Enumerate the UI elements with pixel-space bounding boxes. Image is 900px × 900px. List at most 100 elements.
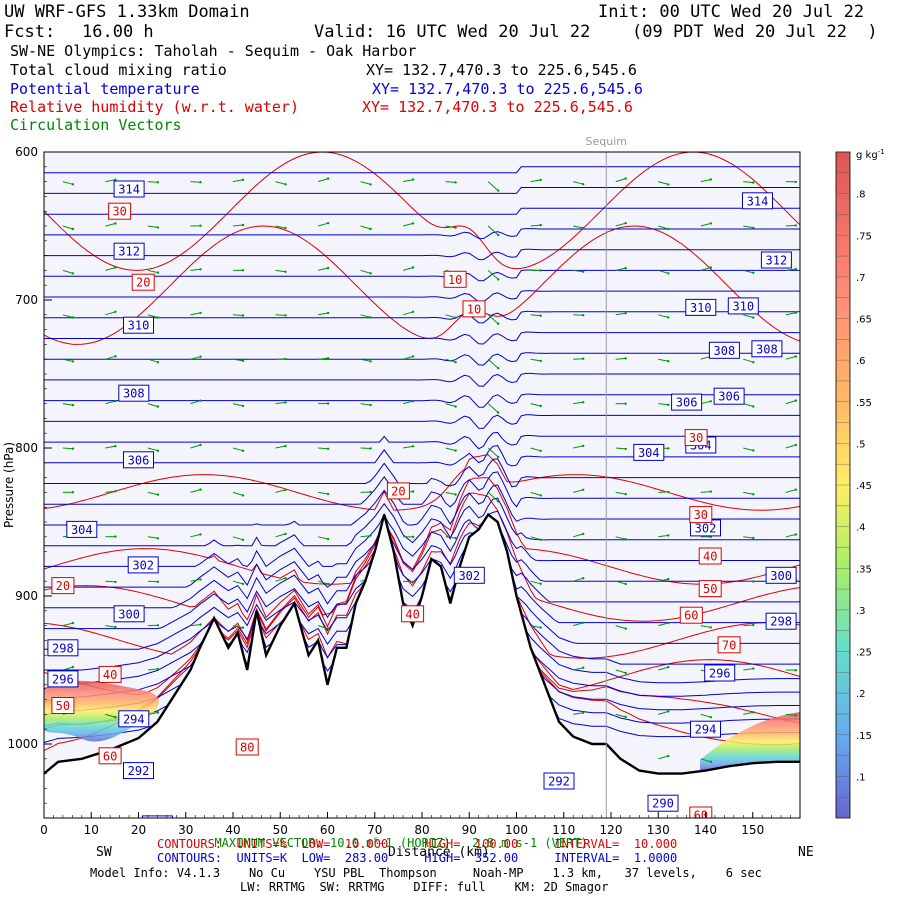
theta-label: 298 [770,615,792,629]
vector-head [241,314,245,317]
vector-head [709,178,712,181]
theta-label: 292 [128,764,150,778]
circulation-vector [105,713,116,718]
vector-head [326,537,330,541]
vector-head [539,359,542,363]
circulation-vector [615,357,626,360]
colorbar-tick-label: .8 [856,190,866,201]
vector-head [156,181,160,184]
x-tick-label: 40 [225,823,240,837]
vector-head [411,535,415,538]
vector-head [71,665,75,669]
circulation-vector [275,401,286,405]
vector-head [199,399,202,402]
vector-head [114,310,117,313]
circulation-vector [615,178,626,183]
theta-label: 314 [747,194,769,208]
circulation-vector [700,491,711,493]
circulation-vector [360,358,371,362]
x-tick-label: 10 [84,823,99,837]
vector-head [709,490,712,493]
rh-label-box [98,665,122,683]
vector-head [114,580,117,584]
cross-section-title: SW-NE Olympics: Taholah - Sequim - Oak H… [10,42,417,60]
circulation-vector [402,222,414,227]
vector-head [539,178,542,182]
vector-head [667,360,670,363]
vector-head [156,226,160,229]
vector-head [284,444,287,448]
theta-label-box [742,192,773,210]
circulation-vector [445,491,456,495]
circulation-vector [658,710,669,715]
theta-label-box [751,340,783,358]
circulation-vector [615,580,626,585]
vector-head [624,447,627,451]
theta-label-box [690,720,721,738]
circulation-vector [232,447,244,452]
vector-head [667,754,670,758]
circulation-vector [360,447,371,449]
circulation-vector [147,447,159,452]
theta-label: 306 [718,390,740,404]
vector-head [752,361,755,364]
vector-head [369,534,372,537]
local-time: (09 PDT Wed 20 Jul 22 ) [632,22,878,42]
theta-contour [44,331,800,345]
theta-contour [44,431,800,450]
x-tick-label: 130 [647,823,670,837]
rh-label: 40 [405,607,419,621]
vector-head [624,312,627,315]
theta-label: 302 [458,569,480,583]
circulation-vector [317,267,329,271]
circulation-vector [700,713,711,718]
circulation-vector [487,270,499,280]
vector-head [794,488,797,491]
circulation-vector [318,357,329,360]
circulation-vector [275,269,286,273]
vector-head [667,227,670,231]
vector-head [411,266,415,269]
theta-label-box [127,556,159,574]
vector-head [752,405,755,408]
colorbar-tick-label: .5 [856,439,866,450]
circulation-vector [785,312,796,316]
circulation-vector [743,536,754,539]
circulation-vector [700,625,711,628]
circulation-vector [105,580,116,583]
circulation-vector [658,403,669,406]
vector-head [752,623,755,627]
circulation-vector [743,668,754,671]
x-tick-label: 100 [505,823,528,837]
circulation-vector [615,222,626,227]
circulation-vector [190,489,201,493]
circulation-vector [403,580,414,583]
vector-head [71,447,75,450]
theta-label: 306 [676,396,698,410]
theta-label: 312 [118,245,140,259]
vector-head [284,270,287,273]
circulation-vector [402,311,414,316]
vector-head [539,582,542,585]
y-tick-label: 700 [15,293,38,307]
vector-head [752,536,755,540]
theta-label: 312 [766,254,788,268]
circulation-vector [743,711,754,715]
vector-head [71,183,75,186]
vector-head [411,400,415,403]
vector-head [454,405,457,408]
circulation-vector [743,491,754,495]
vector-head [241,178,245,181]
circulation-vector [530,403,541,407]
vector-head [582,401,585,404]
vector-head [114,178,117,181]
vector-head [752,580,755,583]
circulation-vector [190,624,201,627]
circulation-vector [743,225,754,229]
field-rh: Relative humidity (w.r.t. water) [10,98,299,116]
vector-head [624,627,627,630]
theta-label: 300 [770,569,792,583]
theta-label-box [113,605,145,623]
circulation-vector [317,536,329,540]
vector-head [454,226,457,229]
